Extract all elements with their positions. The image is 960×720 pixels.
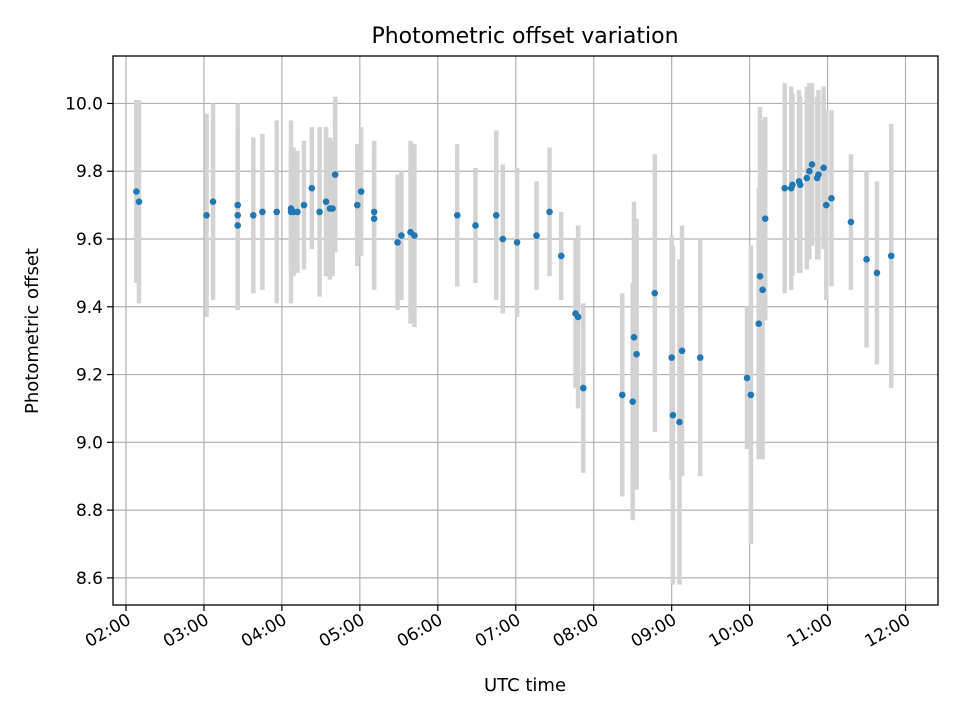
data-point — [234, 211, 242, 219]
data-point — [557, 252, 565, 260]
x-tick-label: 07:00 — [472, 610, 524, 652]
data-point — [234, 222, 242, 229]
data-point — [411, 232, 418, 239]
data-point — [873, 269, 881, 277]
data-point — [676, 418, 683, 426]
data-point — [747, 391, 755, 399]
data-point — [133, 188, 140, 195]
chart-title: Photometric offset variation — [371, 24, 678, 49]
data-point — [668, 354, 675, 361]
y-tick-label: 9.2 — [76, 366, 103, 386]
data-point — [398, 232, 405, 239]
data-point — [546, 208, 553, 216]
data-point — [472, 222, 479, 229]
data-point — [259, 208, 266, 216]
data-point — [453, 211, 461, 219]
x-tick-label: 12:00 — [862, 610, 914, 652]
data-point — [331, 171, 339, 178]
data-point — [203, 211, 210, 219]
data-point — [651, 289, 659, 297]
data-point — [863, 256, 870, 263]
data-point — [329, 205, 336, 212]
x-tick-label: 10:00 — [706, 610, 758, 652]
x-tick-label: 08:00 — [550, 610, 602, 652]
data-point — [696, 354, 704, 361]
data-point — [209, 198, 217, 206]
data-point — [533, 232, 540, 239]
data-point — [308, 184, 316, 192]
data-point — [761, 215, 769, 222]
data-point — [756, 272, 764, 280]
data-point — [828, 195, 835, 202]
data-point — [234, 201, 242, 209]
data-point — [630, 333, 638, 341]
y-tick-label: 9.8 — [76, 162, 103, 182]
grid — [113, 56, 938, 605]
y-tick-label: 9.4 — [76, 298, 103, 318]
y-ticks: 8.6 8.8 9.0 9.2 9.4 9.6 9.8 10.0 — [65, 94, 113, 589]
data-point — [250, 211, 257, 219]
x-tick-label: 02:00 — [82, 610, 134, 652]
data-point — [633, 350, 640, 358]
data-point — [808, 161, 816, 168]
data-point — [789, 181, 796, 189]
data-point — [629, 398, 636, 405]
y-axis-label: Photometric offset — [22, 248, 43, 414]
y-tick-label: 10.0 — [65, 94, 103, 114]
y-tick-label: 9.0 — [76, 433, 103, 453]
data-point — [353, 201, 361, 209]
x-tick-label: 03:00 — [160, 610, 212, 652]
data-point — [803, 174, 811, 182]
data-point — [806, 167, 813, 175]
y-tick-label: 8.6 — [76, 569, 103, 589]
data-point — [847, 218, 855, 226]
data-point — [820, 164, 827, 172]
y-tick-label: 8.8 — [76, 501, 103, 521]
data-point — [316, 208, 323, 216]
data-point — [618, 391, 626, 399]
x-tick-label: 05:00 — [316, 610, 368, 652]
data-point — [370, 215, 378, 222]
x-tick-label: 04:00 — [238, 610, 290, 652]
data-point — [781, 184, 788, 192]
plot-frame — [112, 55, 939, 606]
data-point — [759, 286, 766, 294]
data-point — [499, 235, 507, 243]
data-point — [394, 239, 401, 246]
data-point — [755, 320, 763, 328]
y-tick-label: 9.6 — [76, 230, 103, 250]
data-point — [135, 198, 143, 206]
data-point — [822, 201, 830, 209]
data-point — [678, 347, 686, 355]
data-point — [574, 313, 582, 321]
data-point — [815, 171, 822, 178]
data-point — [669, 411, 677, 419]
x-ticks: 02:00 03:00 04:00 05:00 06:00 07:00 08:00 09:00… — [82, 605, 914, 652]
data-point — [322, 198, 330, 206]
data-point — [887, 252, 895, 260]
x-axis-label: UTC time — [484, 675, 566, 696]
data-point — [492, 211, 500, 219]
data-point — [513, 239, 521, 246]
data-point — [580, 384, 587, 392]
data-points — [133, 161, 895, 426]
x-tick-label: 11:00 — [784, 610, 836, 652]
data-point — [300, 201, 308, 209]
x-tick-label: 06:00 — [394, 610, 446, 652]
data-point — [743, 374, 751, 382]
error-bars — [134, 83, 894, 585]
data-point — [796, 181, 804, 189]
data-point — [357, 188, 365, 195]
data-point — [273, 208, 281, 216]
x-tick-label: 09:00 — [628, 610, 680, 652]
data-point — [370, 208, 378, 216]
data-point — [294, 208, 301, 216]
